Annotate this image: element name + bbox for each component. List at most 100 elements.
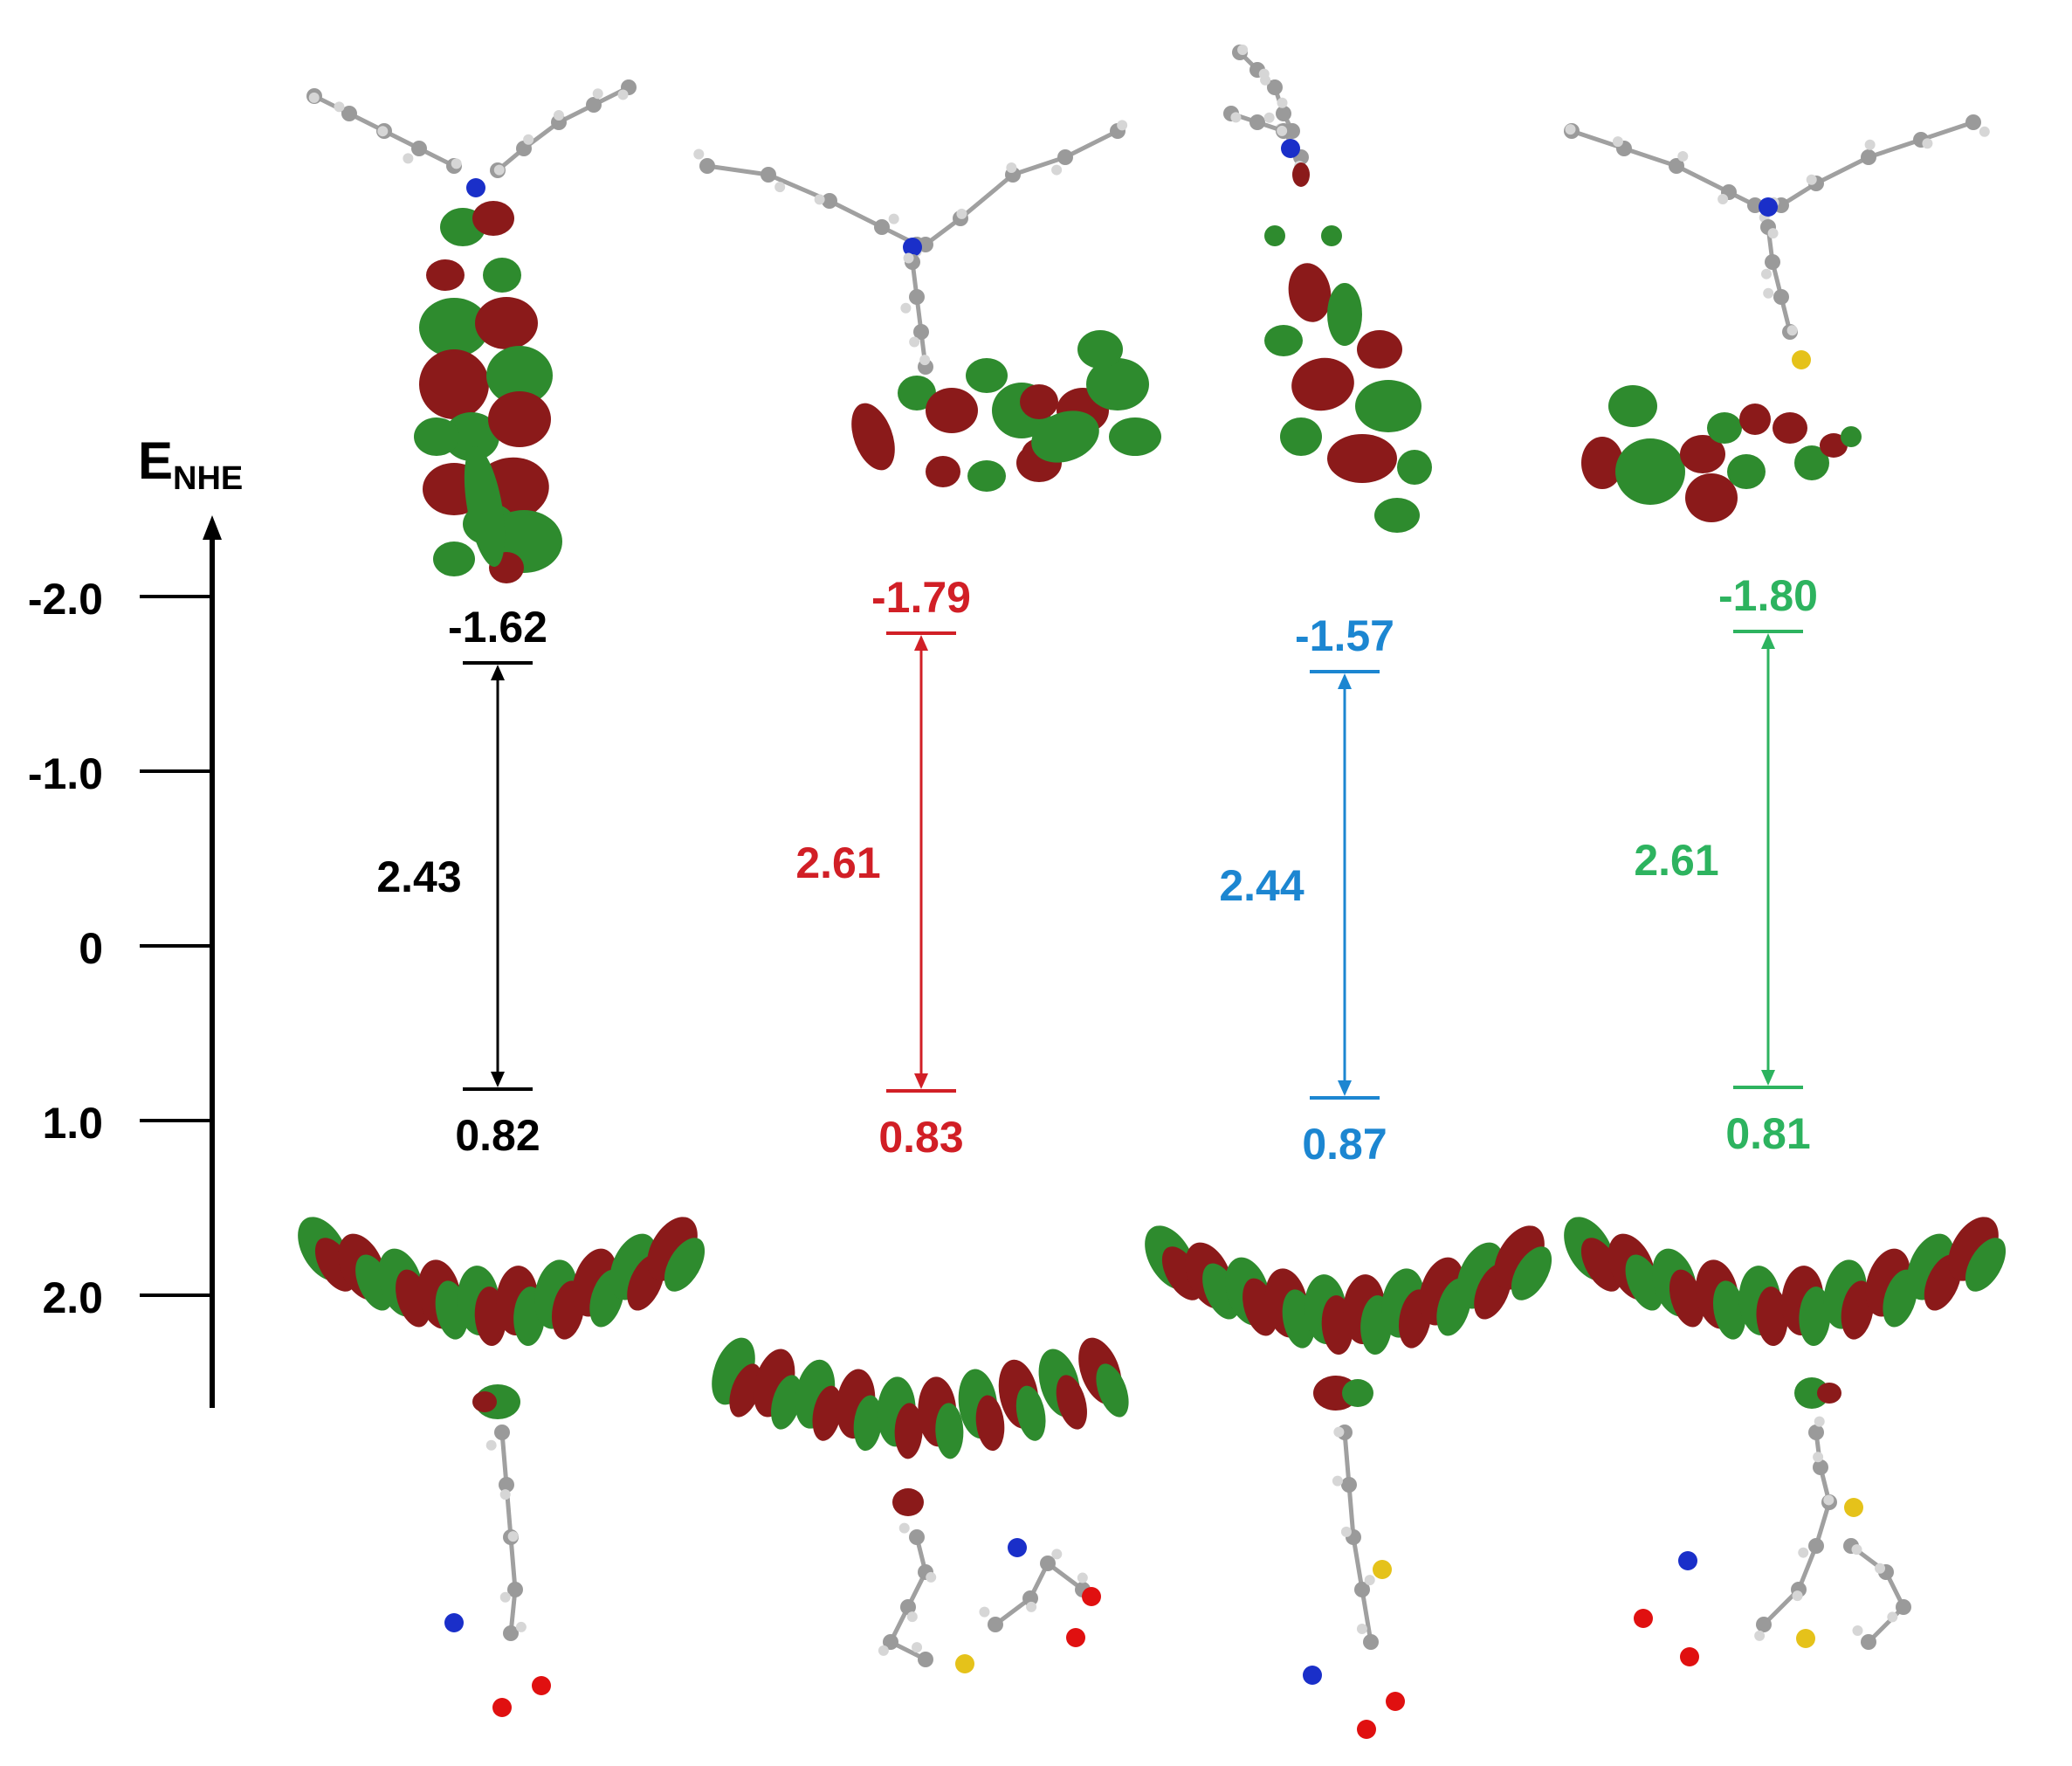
- orbital-lobe: [1264, 325, 1303, 356]
- orbital-lobe: [851, 403, 895, 471]
- hydrogen-atom: [1277, 97, 1288, 108]
- molecular-orbital-pictures: [298, 45, 2007, 1739]
- carbon-atom: [699, 158, 715, 174]
- orbital-lobe: [419, 298, 489, 357]
- carbon-atom: [1861, 1634, 1876, 1650]
- carbon-atom: [1057, 149, 1073, 165]
- hydrogen-atom: [774, 182, 786, 193]
- orbital-lobe: [1031, 410, 1099, 463]
- orbital-lobe: [1511, 1246, 1552, 1300]
- orbital-lobe: [1580, 1238, 1622, 1292]
- bond: [1675, 163, 1731, 195]
- hydrogen-atom: [1237, 45, 1249, 56]
- carbon-atom: [909, 289, 925, 305]
- orbital-lobe: [433, 542, 475, 576]
- homo-orbital-dye-2: [712, 1337, 1129, 1673]
- orbital-lobe: [1096, 1363, 1129, 1418]
- carbon-atom: [1756, 1617, 1772, 1632]
- orbital-lobe: [1756, 1287, 1788, 1347]
- oxygen-atom: [1386, 1692, 1405, 1711]
- hydrogen-atom: [1875, 1562, 1886, 1574]
- carbon-atom: [1669, 158, 1684, 174]
- carbon-atom: [1808, 1425, 1824, 1440]
- bond: [706, 163, 769, 177]
- hydrogen-atom: [334, 101, 345, 113]
- carbon-atom: [909, 1529, 925, 1545]
- carbon-atom: [507, 1582, 523, 1597]
- hydrogen-atom: [919, 355, 931, 366]
- orbital-lobe: [1608, 385, 1657, 427]
- orbital-lobe: [853, 1395, 883, 1452]
- bond: [959, 173, 1015, 220]
- orbital-lobe: [1794, 445, 1829, 480]
- hydrogen-atom: [1263, 112, 1275, 123]
- hydrogen-atom: [451, 158, 462, 169]
- gap-arrowhead-bottom: [1338, 1080, 1352, 1096]
- axis-arrowhead: [203, 515, 222, 540]
- hydrogen-atom: [1922, 138, 1933, 149]
- hydrogen-atom: [1026, 1601, 1037, 1612]
- hydrogen-atom: [1806, 174, 1817, 185]
- orbital-lobe: [664, 1238, 706, 1292]
- hydrogen-atom: [814, 194, 825, 205]
- lumo-value-label: -1.80: [1718, 571, 1818, 620]
- bond: [1623, 146, 1677, 169]
- lumo-value-label: -1.62: [448, 603, 547, 652]
- orbital-lobe: [1086, 358, 1149, 410]
- carbon-atom: [1808, 1538, 1824, 1554]
- hydrogen-atom: [1677, 150, 1689, 162]
- hydrogen-atom: [888, 213, 899, 224]
- homo-orbital-dye-3: [1145, 1225, 1552, 1739]
- energy-levels: -1.620.822.43-1.790.832.61-1.570.872.44-…: [376, 571, 1818, 1169]
- orbital-lobe: [419, 349, 489, 419]
- hydrogen-atom: [1814, 1416, 1825, 1427]
- homo-orbital-dye-1: [298, 1217, 706, 1717]
- orbital-lobe: [472, 1391, 497, 1412]
- hydrogen-atom: [308, 92, 320, 103]
- lumo-orbital-dye-4: [1564, 114, 1990, 522]
- orbital-lobe: [1799, 1287, 1831, 1347]
- energy-axis: ENHE -2.0 -1.0 0 1.0 2.0: [28, 431, 243, 1408]
- lumo-value-label: -1.79: [871, 573, 971, 622]
- orbital-lobe: [483, 258, 521, 293]
- dye-level-4: -1.80 0.81 2.61: [1634, 571, 1818, 1158]
- orbital-lobe: [1020, 384, 1058, 419]
- hydrogen-atom: [1813, 1452, 1824, 1463]
- orbital-lobe: [444, 412, 499, 461]
- gap-value-label: 2.61: [795, 838, 880, 887]
- oxygen-atom: [532, 1676, 551, 1695]
- orbital-lobe: [486, 346, 553, 405]
- orbital-lobe: [475, 297, 538, 349]
- bond: [1342, 1431, 1352, 1486]
- gap-arrowhead-top: [1338, 673, 1352, 689]
- orbital-lobe: [1264, 225, 1285, 246]
- hydrogen-atom: [1332, 1475, 1343, 1487]
- orbital-lobe: [1355, 380, 1421, 432]
- bond: [1351, 1536, 1365, 1590]
- carbon-atom: [494, 1425, 510, 1440]
- hydrogen-atom: [1230, 112, 1242, 123]
- carbon-atom: [913, 324, 929, 340]
- nitrogen-atom: [444, 1613, 464, 1632]
- gap-value-label: 2.43: [376, 852, 461, 901]
- hydrogen-atom: [898, 1522, 910, 1534]
- gap-arrowhead-bottom: [491, 1072, 505, 1087]
- orbital-lobe: [812, 1385, 843, 1441]
- hydrogen-atom: [956, 208, 967, 219]
- hydrogen-atom: [1364, 1575, 1375, 1586]
- orbital-lobe: [892, 1488, 924, 1516]
- orbital-lobe: [1321, 225, 1342, 246]
- hydrogen-atom: [1763, 287, 1774, 299]
- hydrogen-atom: [1612, 136, 1623, 148]
- bond: [1360, 1589, 1373, 1643]
- orbital-lobe: [1707, 412, 1742, 444]
- hydrogen-atom: [553, 110, 564, 121]
- orbital-lobe: [975, 1395, 1005, 1452]
- orbital-lobe: [1357, 330, 1402, 369]
- hydrogen-atom: [1786, 325, 1798, 336]
- orbital-lobe: [1727, 454, 1766, 489]
- orbital-lobe: [488, 391, 551, 447]
- orbital-lobe: [1685, 473, 1738, 522]
- orbital-lobe: [1397, 450, 1432, 485]
- hydrogen-atom: [1117, 120, 1128, 131]
